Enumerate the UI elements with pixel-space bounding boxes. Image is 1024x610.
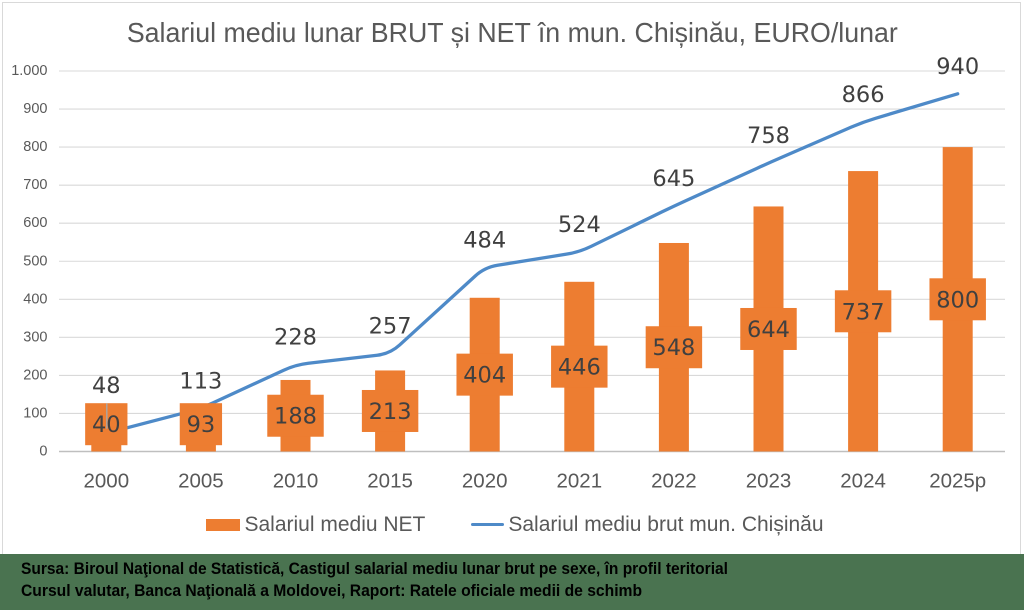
x-tick-label: 2020	[462, 470, 508, 493]
brut-value-label: 48	[92, 373, 121, 399]
y-tick-label: 700	[23, 177, 47, 193]
y-tick-label: 1.000	[11, 63, 47, 79]
y-tick-label: 500	[23, 253, 47, 269]
brut-value-label: 113	[179, 369, 222, 395]
net-value-label: 404	[463, 363, 506, 389]
chart-title: Salariul mediu lunar BRUT și NET în mun.…	[0, 18, 1024, 48]
y-tick-label: 800	[23, 139, 47, 155]
net-value-callout	[740, 307, 797, 350]
net-value-callout	[834, 290, 892, 333]
chart-title-text: Salariul mediu lunar BRUT și NET în mun.…	[126, 17, 898, 48]
source-line-2: Cursul valutar, Banca Naţională a Moldov…	[21, 581, 643, 600]
x-tick-label: 2005	[178, 470, 224, 493]
y-tick-label: 0	[39, 444, 47, 460]
y-tick-label: 400	[23, 291, 47, 307]
y-tick-label: 600	[23, 215, 47, 231]
net-value-label: 188	[274, 404, 317, 430]
legend: Salariul mediu NET Salariul mediu brut m…	[3, 512, 1024, 537]
brut-value-label: 257	[369, 314, 412, 340]
net-bar-swatch-icon	[206, 518, 241, 531]
y-tick-label: 200	[23, 367, 47, 383]
net-value-callout	[929, 278, 986, 321]
net-value-callout	[361, 389, 419, 432]
net-value-callout	[645, 326, 703, 369]
brut-value-label: 940	[936, 54, 979, 80]
net-value-label: 800	[936, 287, 979, 313]
net-value-callout	[551, 345, 608, 388]
legend-label-brut: Salariul mediu brut mun. Chișinău	[508, 512, 824, 536]
brut-value-label: 866	[842, 82, 885, 108]
x-tick-label: 2010	[273, 470, 319, 493]
net-value-label: 93	[187, 412, 216, 438]
source-line-1: Sursa: Biroul Naţional de Statistică, Ca…	[21, 558, 728, 578]
legend-item-brut: Salariul mediu brut mun. Chișinău	[471, 512, 824, 537]
net-value-label: 213	[369, 399, 412, 425]
brut-value-label: 524	[558, 212, 601, 238]
net-value-label: 644	[747, 317, 790, 343]
x-tick-label: 2024	[840, 470, 886, 493]
net-value-label: 548	[652, 335, 695, 361]
x-tick-label: 2023	[746, 470, 792, 493]
legend-item-net: Salariul mediu NET	[206, 513, 425, 537]
net-value-label: 446	[558, 355, 601, 381]
brut-value-label: 758	[747, 123, 790, 149]
x-tick-label: 2022	[651, 470, 697, 493]
brut-value-label: 484	[463, 227, 506, 253]
y-tick-label: 300	[23, 329, 47, 345]
source-band: Sursa: Biroul Naţional de Statistică, Ca…	[0, 554, 1024, 610]
brut-value-label: 228	[274, 325, 317, 351]
net-value-callout	[179, 403, 223, 446]
x-tick-label: 2000	[83, 470, 129, 493]
legend-label-net: Salariul mediu NET	[244, 512, 426, 536]
brut-line	[104, 92, 960, 435]
x-tick-label: 2021	[556, 470, 602, 493]
y-tick-label: 900	[23, 101, 47, 117]
net-value-callout	[456, 353, 513, 396]
brut-line-swatch-icon	[471, 522, 505, 527]
x-tick-label: 2025p	[929, 470, 986, 493]
net-value-callout	[267, 394, 324, 437]
y-tick-label: 100	[23, 405, 47, 421]
brut-value-label: 645	[652, 166, 695, 192]
x-tick-label: 2015	[367, 470, 413, 493]
plot-area: 0 100 200 300 400 500 600 700 800 900 1.000 2000 200…	[11, 54, 1005, 493]
net-value-label: 737	[842, 299, 885, 325]
